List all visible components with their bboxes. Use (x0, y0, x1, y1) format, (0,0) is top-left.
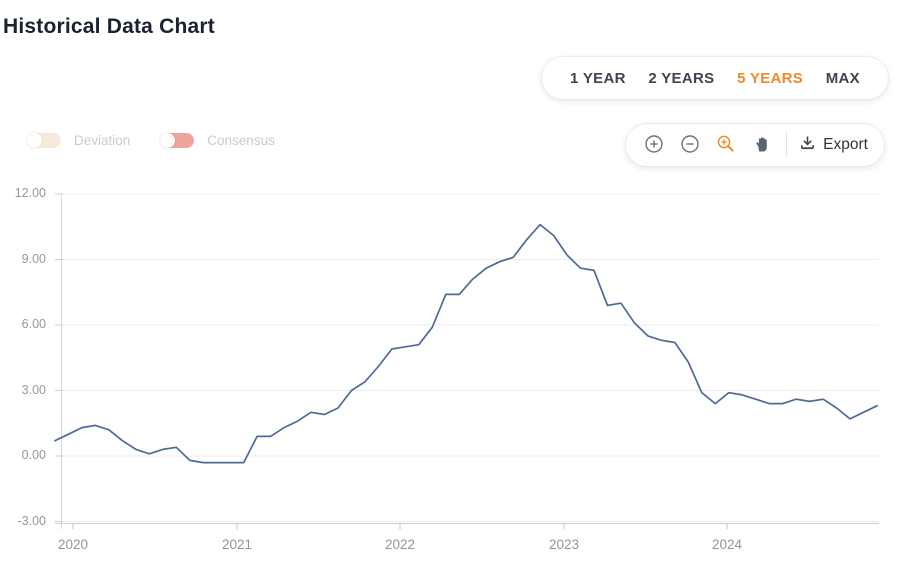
consensus-toggle-knob (160, 133, 176, 148)
range-button-max[interactable]: MAX (824, 66, 862, 91)
consensus-toggle-label: Consensus (207, 133, 275, 148)
range-button-2years[interactable]: 2 YEARS (646, 66, 716, 91)
pan-hand-icon (752, 134, 772, 157)
zoom-in-button[interactable] (642, 133, 666, 157)
zoom-out-icon (680, 134, 700, 157)
zoom-selection-icon (716, 134, 736, 157)
consensus-toggle[interactable] (160, 133, 195, 148)
y-axis-label: 6.00 (21, 317, 46, 331)
x-axis-label: 2021 (221, 537, 253, 552)
y-axis-label: -3.00 (17, 513, 47, 528)
x-axis-label: 2023 (548, 537, 580, 552)
deviation-toggle-knob (27, 133, 42, 148)
range-button-1year[interactable]: 1 YEAR (568, 66, 628, 91)
zoom-out-button[interactable] (678, 133, 702, 157)
y-axis-label: 12.00 (14, 186, 46, 200)
y-axis-label: 0.00 (21, 448, 46, 462)
x-axis-label: 2024 (711, 537, 743, 552)
range-selector: 1 YEAR 2 YEARS 5 YEARS MAX (541, 56, 889, 100)
deviation-toggle[interactable] (27, 133, 61, 148)
y-axis-label: 3.00 (21, 382, 46, 397)
download-icon (799, 134, 816, 156)
chart-toolbar: Export (625, 123, 885, 167)
x-axis-label: 2022 (384, 537, 416, 552)
zoom-in-icon (644, 134, 664, 157)
series-toggles: Deviation Consensus (27, 133, 305, 148)
toolbar-divider (786, 132, 788, 158)
range-button-5years[interactable]: 5 YEARS (735, 66, 805, 91)
export-button[interactable]: Export (799, 134, 868, 156)
x-axis-label: 2020 (57, 537, 89, 552)
export-button-label: Export (823, 136, 868, 153)
y-axis-label: 9.00 (21, 251, 46, 266)
deviation-toggle-label: Deviation (74, 133, 131, 148)
pan-button[interactable] (750, 133, 774, 157)
zoom-selection-button[interactable] (714, 133, 738, 157)
page-title: Historical Data Chart (3, 15, 215, 38)
